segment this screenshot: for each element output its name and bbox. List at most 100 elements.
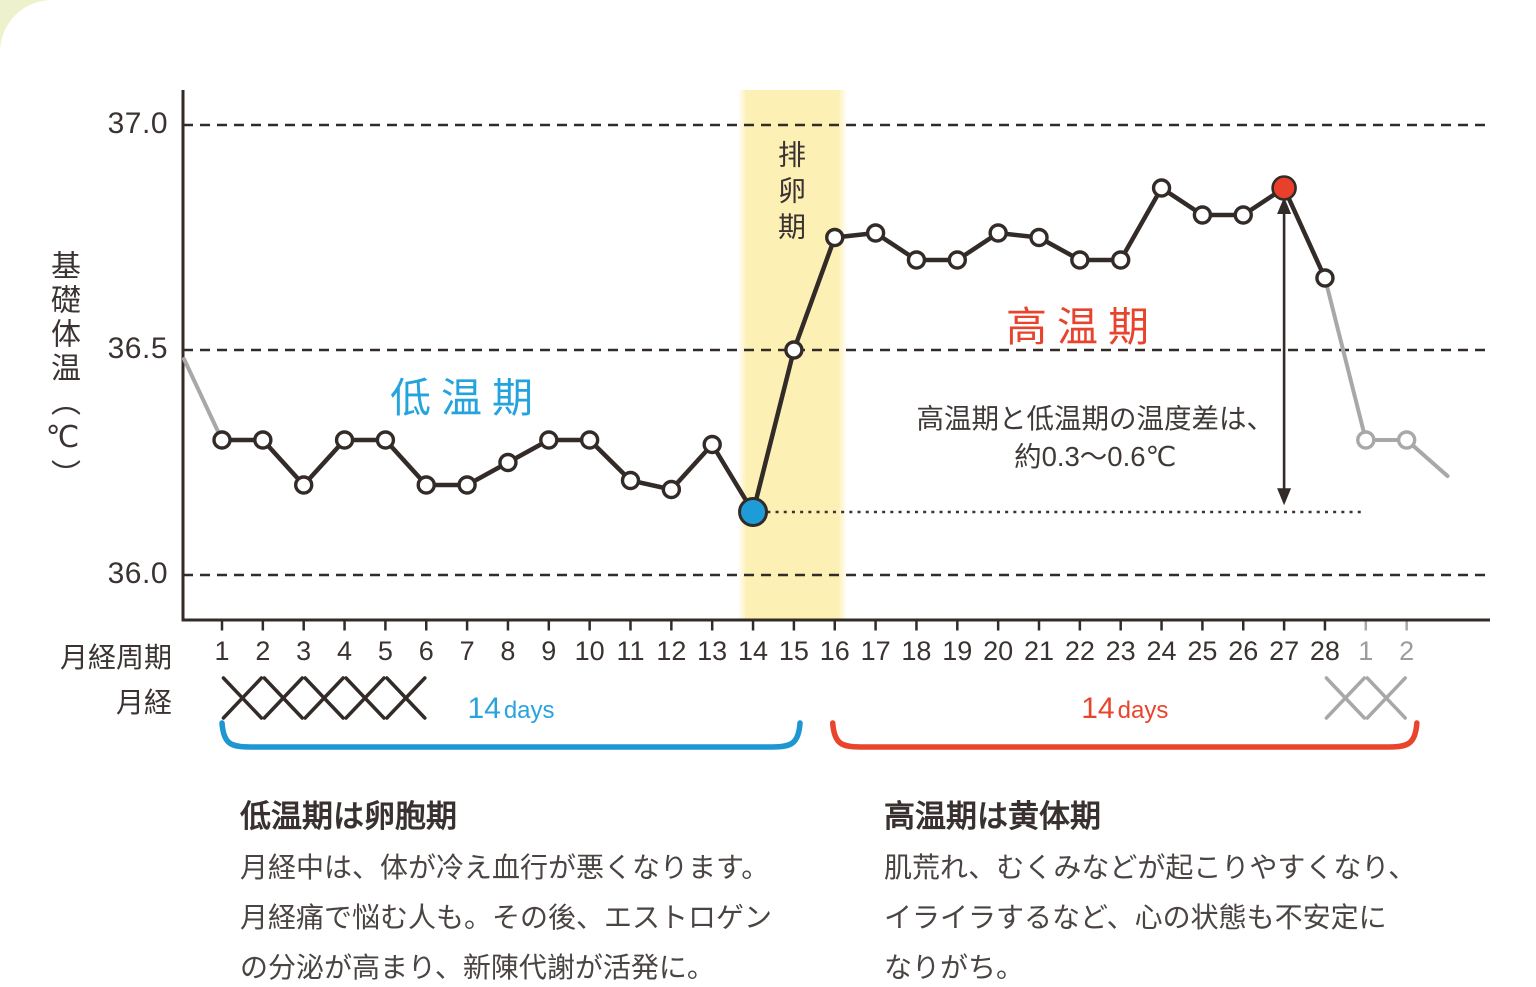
data-point [334,430,355,450]
menses-x-mark [385,676,427,720]
menses-x-mark [262,676,305,720]
day-label: 23 [1105,636,1136,666]
day-label: 20 [983,636,1014,666]
follicular-phase-description: 月経中は、体が冷え血行が悪くなります。 月経痛で悩む人も。その後、エストロゲン … [240,852,773,983]
day-label: 3 [296,636,312,666]
day-label: 2 [255,636,271,666]
temperature-difference-annotation: 高温期と低温期の温度差は、 約0.3〜0.6℃ [917,400,1275,476]
day-label: 28 [1309,636,1340,666]
phase-duration-brace [219,720,803,750]
temperature-line-segment [301,437,347,488]
data-point [784,340,804,360]
day-label: 7 [459,636,475,666]
data-point [416,475,436,495]
data-point [620,470,641,491]
data-point [253,430,273,450]
day-label: 24 [1146,636,1177,666]
day-label: 26 [1228,636,1259,666]
low-temperature-phase-label: 低温期 [390,375,543,421]
duration-unit: days [503,697,555,724]
day-label: 14 [738,636,769,666]
menses-row-label: 月経 [115,687,172,718]
temperature-line-segment [1281,185,1328,281]
data-point [1029,227,1049,248]
day-label: 1 [1358,636,1374,666]
low-phase-duration-label: 14 days [467,692,554,726]
data-point [1233,205,1253,225]
axes [181,90,1490,622]
corner-arc-decoration [0,0,52,52]
menses-x-mark [221,676,264,720]
day-label: 12 [656,636,687,666]
data-point [375,430,396,450]
day-label: 4 [337,636,353,666]
data-point [1110,250,1131,270]
y-tick-37-0: 37.0 [107,107,168,140]
x-axis-row-label: 月経周期 [59,642,172,673]
high-phase-duration-label: 14 days [1081,692,1168,726]
data-point [825,227,845,248]
day-label: 6 [418,636,434,666]
data-point [294,475,314,495]
annotation-line-1: 高温期と低温期の温度差は、 [916,403,1275,434]
day-label: 8 [500,636,516,666]
menses-x-mark [1365,676,1407,720]
day-label: 21 [1023,636,1055,666]
temperature-line-segment [1118,185,1164,263]
data-point-next-cycle [1396,430,1417,450]
ovulation-phase-label: 排卵期 [775,140,806,248]
ovulation-low-point [738,497,769,527]
duration-unit: days [1117,697,1169,724]
day-label: 5 [377,636,393,666]
temperature-line-segment [750,347,797,515]
temperature-line-segment [182,357,224,442]
data-point [457,475,477,495]
day-label: 10 [574,636,605,666]
data-point [865,223,886,243]
y-tick-36-0: 36.0 [107,557,168,590]
day-label: 18 [901,636,932,666]
data-point [661,479,682,500]
data-point [1151,178,1172,198]
temperature-line-segment [669,442,715,492]
data-point [579,430,600,450]
data-point [1315,268,1335,288]
duration-number: 14 [467,692,501,725]
y-tick-36-5: 36.5 [107,332,168,365]
data-point [539,430,559,450]
temperature-line-segment [260,437,306,488]
menses-x-mark [303,676,345,720]
day-label: 25 [1187,636,1218,666]
day-label: 27 [1269,636,1300,666]
high-temperature-phase-label: 高温期 [1006,304,1159,350]
phase-duration-brace [829,720,1420,750]
day-label: 11 [616,636,645,666]
menses-x-mark [344,676,386,720]
data-point [906,250,927,270]
data-point [947,250,967,270]
temperature-line-segment [1322,276,1368,442]
arrowhead-down [1277,488,1292,506]
day-label: 13 [697,636,728,666]
duration-number: 14 [1081,692,1115,725]
day-label: 9 [541,636,557,666]
day-label: 1 [214,636,230,666]
follicular-phase-heading: 低温期は卵胞期 [240,799,457,834]
data-point-next-cycle [1356,430,1376,450]
luteal-phase-heading: 高温期は黄体期 [884,799,1101,834]
data-point [988,223,1008,243]
temperature-line-segment [383,437,429,488]
y-axis-title: 基礎体温（℃） [46,250,79,493]
day-label: 22 [1064,636,1095,666]
data-point [702,434,722,455]
data-point [1070,250,1090,270]
data-point [212,430,232,450]
annotation-line-2: 約0.3〜0.6℃ [1014,441,1177,472]
data-point [1192,205,1213,225]
day-label: 17 [860,636,891,666]
arrowhead-up [1277,197,1292,214]
luteal-phase-description: 肌荒れ、むくみなどが起こりやすくなり、 イライラするなど、心の状態も不安定に な… [884,852,1417,983]
day-label: 15 [778,636,809,666]
temperature-line-segment [791,235,837,353]
